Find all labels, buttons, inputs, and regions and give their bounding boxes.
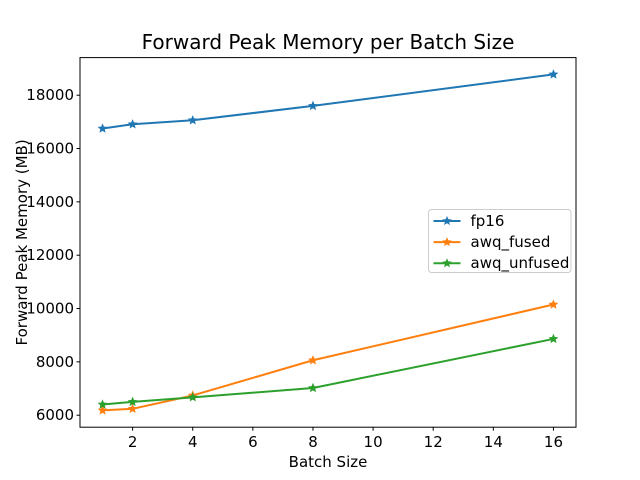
x-tick-label: 14 (484, 433, 503, 451)
data-point-marker-awq_unfused (187, 392, 198, 402)
y-tick-label: 16000 (26, 140, 74, 158)
axes-ticks-layer: 2 4 6 8 10 12 14 16 6000 8000 10000 12000 14000 16000… (26, 86, 563, 451)
x-tick-label: 10 (364, 433, 383, 451)
legend-entry-awq_fused: awq_fused (433, 233, 551, 252)
legend-star-icon (442, 237, 452, 247)
data-point-marker-fp16 (308, 100, 318, 111)
x-tick-label: 6 (248, 433, 258, 451)
series-line-fp16 (102, 73, 554, 130)
data-point-marker-awq_unfused (97, 399, 108, 409)
data-series-layer (97, 69, 559, 415)
x-tick-label: 12 (424, 433, 443, 451)
data-point-marker-awq_unfused (308, 382, 318, 393)
y-tick-label: 6000 (36, 406, 74, 424)
data-point-marker-awq_unfused (548, 333, 559, 344)
data-point-marker-awq_fused (97, 405, 108, 415)
legend-box (428, 209, 572, 273)
plot-border (79, 57, 577, 428)
data-point-marker-fp16 (187, 115, 198, 125)
series-line-awq_fused (102, 303, 554, 412)
x-axis-label: Batch Size (289, 453, 368, 471)
data-point-marker-awq_fused (548, 299, 559, 309)
data-point-marker-fp16 (548, 69, 559, 79)
data-point-marker-fp16 (127, 119, 138, 129)
legend-entry-fp16: fp16 (433, 212, 505, 230)
data-point-marker-fp16 (97, 123, 108, 133)
data-point-marker-awq_unfused (127, 396, 138, 407)
legend-label: awq_unfused (471, 254, 570, 273)
x-tick-label: 2 (128, 433, 138, 451)
legend: fp16 awq_fused awq_unfused (428, 209, 572, 273)
legend-entry-awq_unfused: awq_unfused (433, 254, 570, 273)
data-point-marker-awq_fused (308, 355, 318, 365)
y-tick-label: 8000 (36, 353, 74, 371)
legend-star-icon (442, 258, 452, 268)
y-tick-label: 18000 (26, 86, 74, 104)
legend-star-icon (442, 216, 452, 226)
legend-label: fp16 (471, 212, 505, 230)
data-point-marker-awq_fused (127, 403, 138, 414)
y-tick-label: 10000 (26, 300, 74, 318)
y-tick-label: 12000 (26, 246, 74, 264)
x-tick-label: 4 (188, 433, 198, 451)
y-axis-label: Forward Peak Memory (MB) (13, 139, 31, 345)
legend-label: awq_fused (471, 233, 551, 252)
x-tick-label: 8 (308, 433, 318, 451)
chart-title: Forward Peak Memory per Batch Size (142, 30, 515, 54)
x-tick-label: 16 (544, 433, 563, 451)
series-line-awq_unfused (102, 337, 554, 406)
y-tick-label: 14000 (26, 193, 74, 211)
